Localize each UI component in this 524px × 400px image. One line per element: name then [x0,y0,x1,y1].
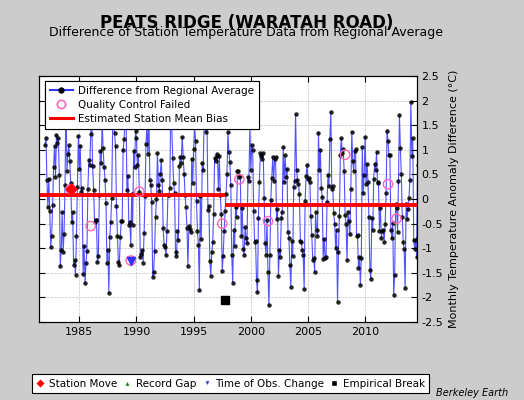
Text: Berkeley Earth: Berkeley Earth [436,388,508,398]
Point [221,297,230,303]
Y-axis label: Monthly Temperature Anomaly Difference (°C): Monthly Temperature Anomaly Difference (… [449,70,458,328]
Point [135,188,144,195]
Legend: Difference from Regional Average, Quality Control Failed, Estimated Station Mean: Difference from Regional Average, Qualit… [45,81,259,129]
Point [127,257,135,264]
Text: PEATS RIDGE (WARATAH ROAD): PEATS RIDGE (WARATAH ROAD) [100,14,393,32]
Point [341,152,350,158]
Legend: Station Move, Record Gap, Time of Obs. Change, Empirical Break: Station Move, Record Gap, Time of Obs. C… [32,374,429,393]
Point [67,186,75,192]
Point [392,216,401,222]
Point [384,181,392,188]
Point [86,223,95,229]
Text: Difference of Station Temperature Data from Regional Average: Difference of Station Temperature Data f… [49,26,443,39]
Point [67,186,75,192]
Point [218,220,226,227]
Point [127,257,135,264]
Point [235,176,244,182]
Point [264,218,272,224]
